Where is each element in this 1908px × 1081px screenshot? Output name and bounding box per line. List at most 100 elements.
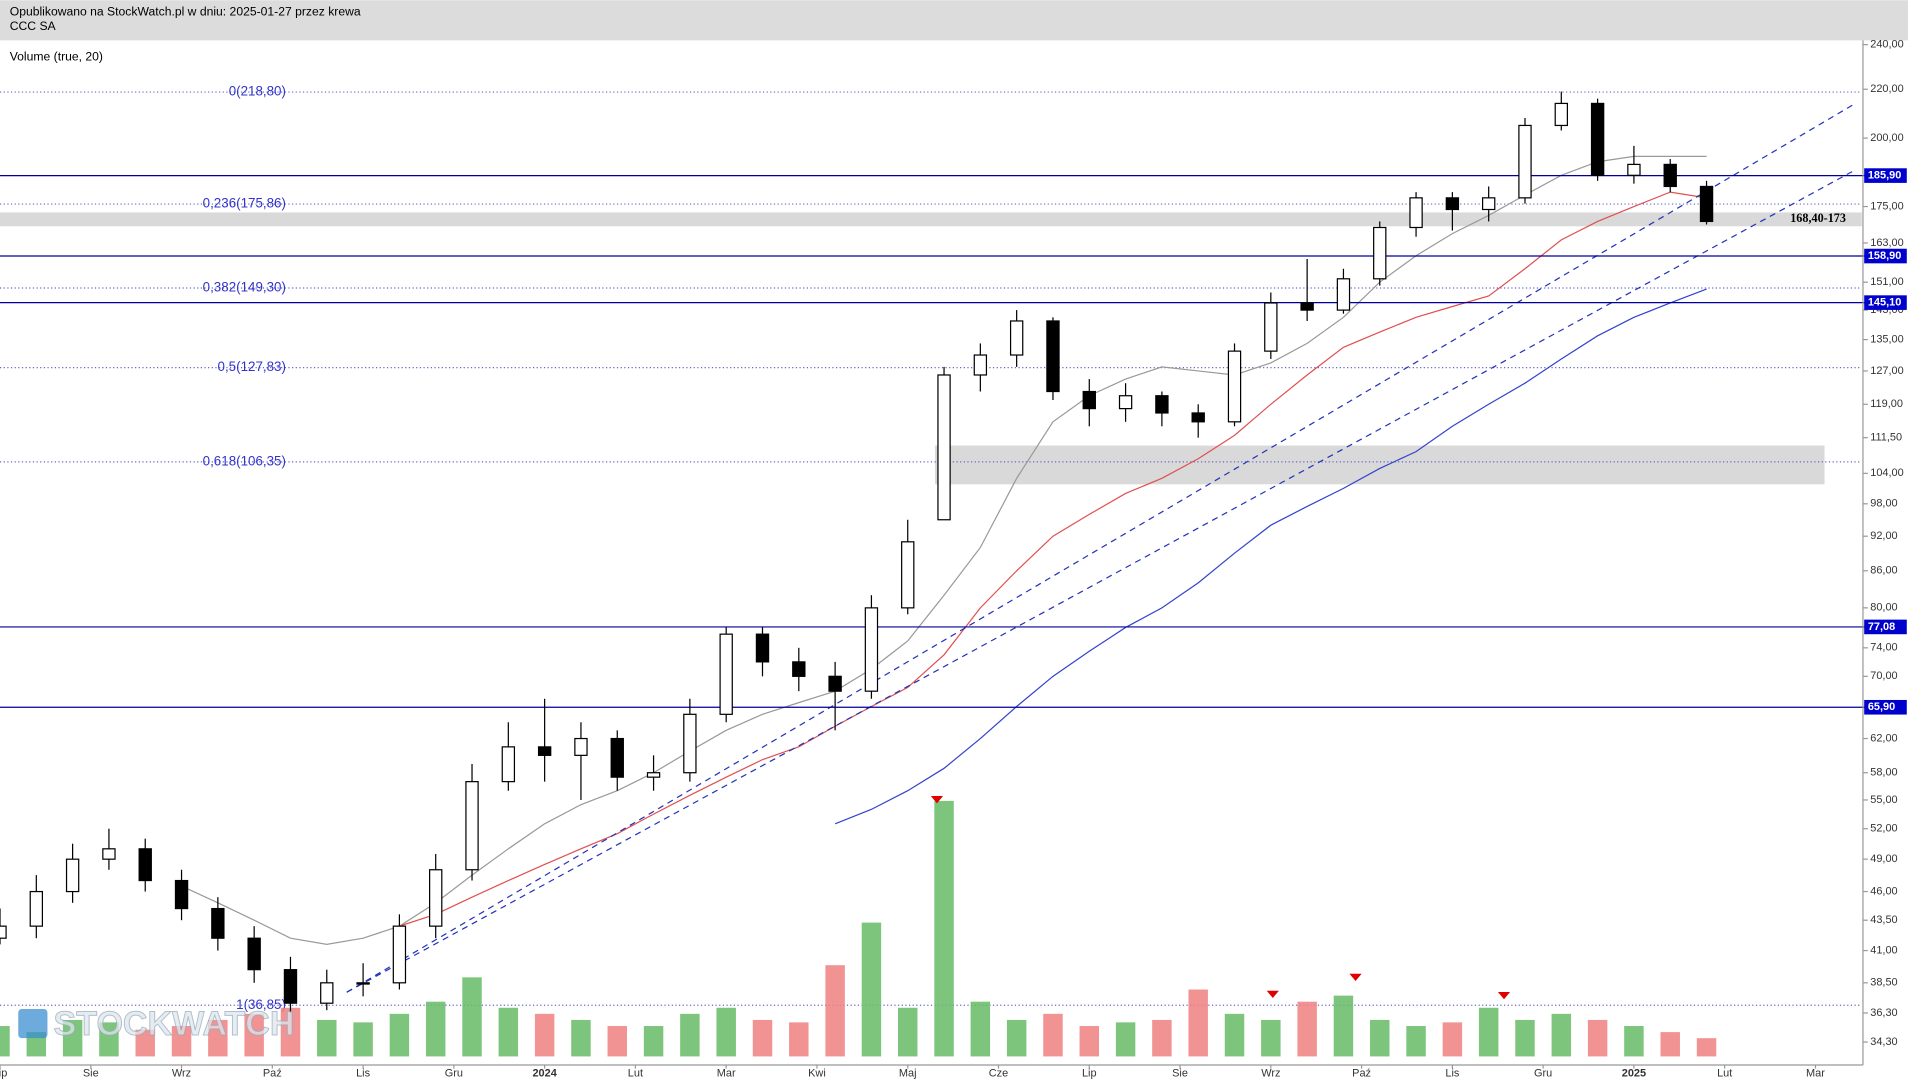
y-tick-label: 98,00 bbox=[1870, 498, 1897, 510]
x-tick-label: Lut bbox=[1717, 1067, 1732, 1079]
volume-bar bbox=[1551, 1013, 1572, 1057]
y-tick-label: 240,00 bbox=[1870, 39, 1903, 51]
fib-label: 0,382(149,30) bbox=[203, 280, 286, 295]
watermark: STOCKWATCH bbox=[54, 1005, 295, 1043]
x-tick-label: Paź bbox=[1352, 1067, 1371, 1079]
trendline bbox=[346, 102, 1856, 993]
volume-bar bbox=[99, 1022, 119, 1057]
candle-body bbox=[429, 869, 443, 927]
candle-body bbox=[1590, 102, 1605, 176]
y-tick-label: 86,00 bbox=[1870, 565, 1897, 577]
candle-body bbox=[1663, 163, 1677, 188]
candle-body bbox=[283, 969, 298, 1004]
candle-body bbox=[1409, 197, 1423, 229]
candle-body bbox=[1046, 320, 1060, 393]
level-label-box bbox=[1864, 295, 1907, 310]
x-tick-label: 2025 bbox=[1622, 1067, 1646, 1079]
y-tick-label: 135,00 bbox=[1870, 333, 1903, 345]
level-label: 65,90 bbox=[1868, 701, 1895, 713]
y-tick-label: 143,00 bbox=[1870, 304, 1903, 316]
y-tick-label: 55,00 bbox=[1870, 794, 1897, 806]
x-tick-label: Paź bbox=[263, 1067, 282, 1079]
volume-bar bbox=[1660, 1032, 1680, 1057]
x-tick-label: Kwi bbox=[808, 1067, 826, 1079]
volume-bar bbox=[1587, 1019, 1608, 1057]
candle-body bbox=[211, 907, 225, 939]
volume-bar bbox=[425, 1001, 446, 1057]
x-tick-label: Cze bbox=[989, 1067, 1008, 1079]
level-label-box bbox=[1864, 248, 1907, 264]
volume-bar bbox=[1442, 1022, 1463, 1057]
volume-bar bbox=[680, 1013, 700, 1057]
candle-body bbox=[1518, 124, 1532, 199]
y-tick-label: 34,30 bbox=[1870, 1036, 1897, 1048]
candle-body bbox=[65, 858, 80, 893]
volume-bar bbox=[970, 1001, 991, 1057]
x-tick-label: Lip bbox=[1082, 1067, 1097, 1079]
indicator-label: Volume (true, 20) bbox=[10, 50, 103, 64]
volume-bar bbox=[607, 1026, 627, 1057]
candle-body bbox=[1336, 278, 1351, 311]
fib-label: 0(218,80) bbox=[229, 84, 286, 99]
level-label: 77,08 bbox=[1868, 621, 1895, 633]
symbol: CCC SA bbox=[10, 19, 57, 33]
volume-bar bbox=[897, 1007, 918, 1057]
candle-body bbox=[1699, 185, 1714, 223]
volume-bar bbox=[462, 977, 482, 1057]
y-tick-label: 52,00 bbox=[1870, 823, 1897, 835]
volume-bar bbox=[643, 1026, 664, 1057]
candle-body bbox=[1445, 197, 1460, 211]
x-tick-label: Gru bbox=[445, 1067, 463, 1079]
y-tick-label: 163,00 bbox=[1870, 237, 1903, 249]
level-label: 158,90 bbox=[1868, 250, 1901, 262]
zone-label: 168,40-173 bbox=[1790, 211, 1846, 225]
y-tick-label: 58,00 bbox=[1870, 767, 1897, 779]
candle-body bbox=[1155, 395, 1169, 414]
volume-bar bbox=[1333, 995, 1354, 1057]
y-tick-label: 151,00 bbox=[1870, 276, 1903, 288]
x-tick-label: Wrz bbox=[172, 1067, 191, 1079]
volume-bar bbox=[1079, 1026, 1100, 1057]
candle-body bbox=[537, 746, 552, 756]
volume-bar bbox=[789, 1022, 809, 1057]
y-tick-label: 92,00 bbox=[1870, 530, 1897, 542]
x-tick-label: Maj bbox=[899, 1067, 917, 1079]
candle-body bbox=[138, 848, 152, 882]
candle-body bbox=[755, 633, 770, 663]
x-tick-label: Gru bbox=[1534, 1067, 1552, 1079]
candle-body bbox=[0, 925, 7, 939]
signal-marker bbox=[1497, 991, 1511, 1000]
volume-bar bbox=[171, 1026, 192, 1057]
level-label-box bbox=[1864, 168, 1907, 183]
candle-body bbox=[1373, 226, 1387, 280]
y-tick-label: 70,00 bbox=[1870, 670, 1897, 682]
volume-bar bbox=[861, 922, 882, 1057]
candle-body bbox=[356, 982, 370, 985]
y-tick-label: 175,00 bbox=[1870, 200, 1903, 212]
candle-body bbox=[465, 781, 479, 871]
candle-body bbox=[1554, 102, 1568, 127]
zone bbox=[0, 212, 1862, 227]
candle-body bbox=[1264, 302, 1278, 352]
candle-body bbox=[1191, 412, 1205, 423]
level-label-box bbox=[1864, 699, 1907, 715]
y-tick-label: 41,00 bbox=[1870, 944, 1897, 956]
x-tick-label: Lis bbox=[356, 1067, 371, 1079]
x-tick-label: Mar bbox=[717, 1067, 736, 1079]
signal-marker bbox=[930, 796, 944, 804]
y-tick-label: 46,00 bbox=[1870, 885, 1897, 897]
volume-bar bbox=[317, 1019, 337, 1057]
plot-area: 168,40-173 0(218,80) 0,236(175,86) 0,382(14… bbox=[0, 84, 1867, 1057]
volume-bar bbox=[1515, 1019, 1535, 1057]
candle-body bbox=[828, 675, 842, 692]
candle-body bbox=[1227, 350, 1242, 423]
volume-bar bbox=[0, 1026, 10, 1057]
candle-body bbox=[1118, 395, 1133, 410]
published-note: Opublikowano na StockWatch.pl w dniu: 20… bbox=[10, 5, 361, 19]
candle-body bbox=[1009, 320, 1024, 356]
watermark-logo: STOCKWATCH bbox=[18, 1005, 295, 1044]
fib-label: 0,618(106,35) bbox=[203, 453, 286, 468]
candle-body bbox=[1082, 390, 1096, 410]
candle-body bbox=[1481, 197, 1496, 211]
